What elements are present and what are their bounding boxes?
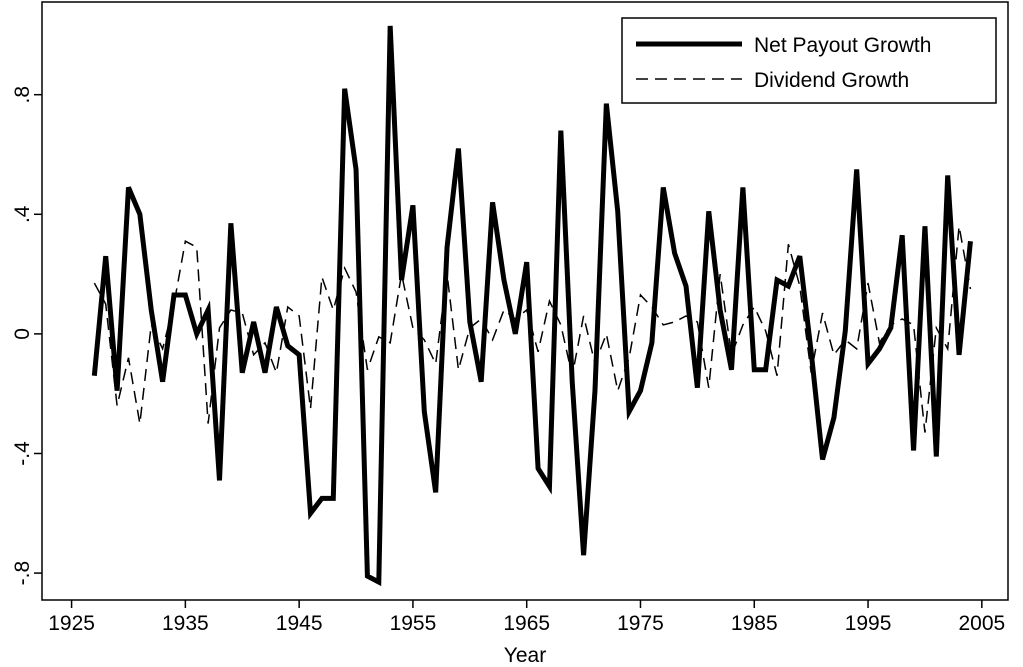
x-tick-label: 1945	[276, 612, 323, 635]
x-tick-label: 1975	[617, 612, 664, 635]
x-tick-label: 1965	[503, 612, 550, 635]
x-axis-label: Year	[504, 644, 546, 667]
x-tick-label: 1935	[162, 612, 209, 635]
legend-label: Dividend Growth	[754, 69, 909, 92]
plot-frame	[41, 1, 1009, 601]
y-tick-label: .4	[11, 205, 34, 223]
series-line	[93, 226, 972, 433]
x-tick-label: 1995	[845, 612, 892, 635]
x-tick-label: 1955	[390, 612, 437, 635]
legend-box	[621, 17, 997, 104]
y-tick-label: -.4	[11, 441, 34, 466]
y-tick-label: .8	[11, 86, 34, 104]
x-tick-label: 1925	[48, 612, 95, 635]
legend-label: Net Payout Growth	[754, 34, 931, 57]
series-line	[91, 25, 973, 587]
x-tick-label: 2005	[958, 612, 1005, 635]
x-tick-label: 1985	[731, 612, 778, 635]
y-tick-label: -.8	[11, 561, 34, 586]
y-tick-label: 0	[11, 328, 34, 340]
